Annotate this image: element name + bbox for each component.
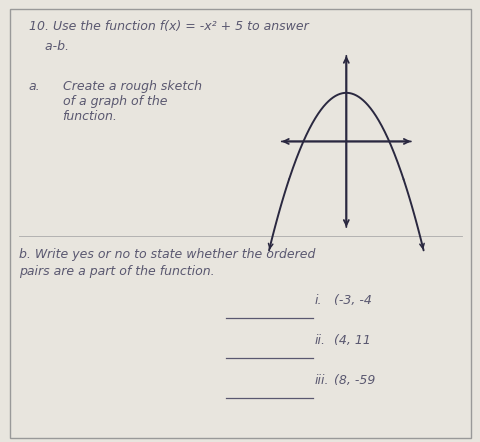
Text: a.: a. — [29, 80, 40, 92]
Text: b. Write yes or no to state whether the ordered: b. Write yes or no to state whether the … — [19, 248, 315, 260]
Text: pairs are a part of the function.: pairs are a part of the function. — [19, 265, 215, 278]
Text: a-b.: a-b. — [29, 40, 69, 53]
Text: (8, -59: (8, -59 — [334, 374, 375, 387]
Text: (4, 11: (4, 11 — [334, 334, 371, 347]
Text: iii.: iii. — [314, 374, 329, 387]
FancyBboxPatch shape — [10, 9, 470, 438]
Text: Create a rough sketch
of a graph of the
function.: Create a rough sketch of a graph of the … — [62, 80, 201, 122]
Text: (-3, -4: (-3, -4 — [334, 294, 372, 307]
Text: 10. Use the function f(x) = -x² + 5 to answer: 10. Use the function f(x) = -x² + 5 to a… — [29, 20, 308, 33]
Text: ii.: ii. — [314, 334, 325, 347]
Text: i.: i. — [314, 294, 322, 307]
